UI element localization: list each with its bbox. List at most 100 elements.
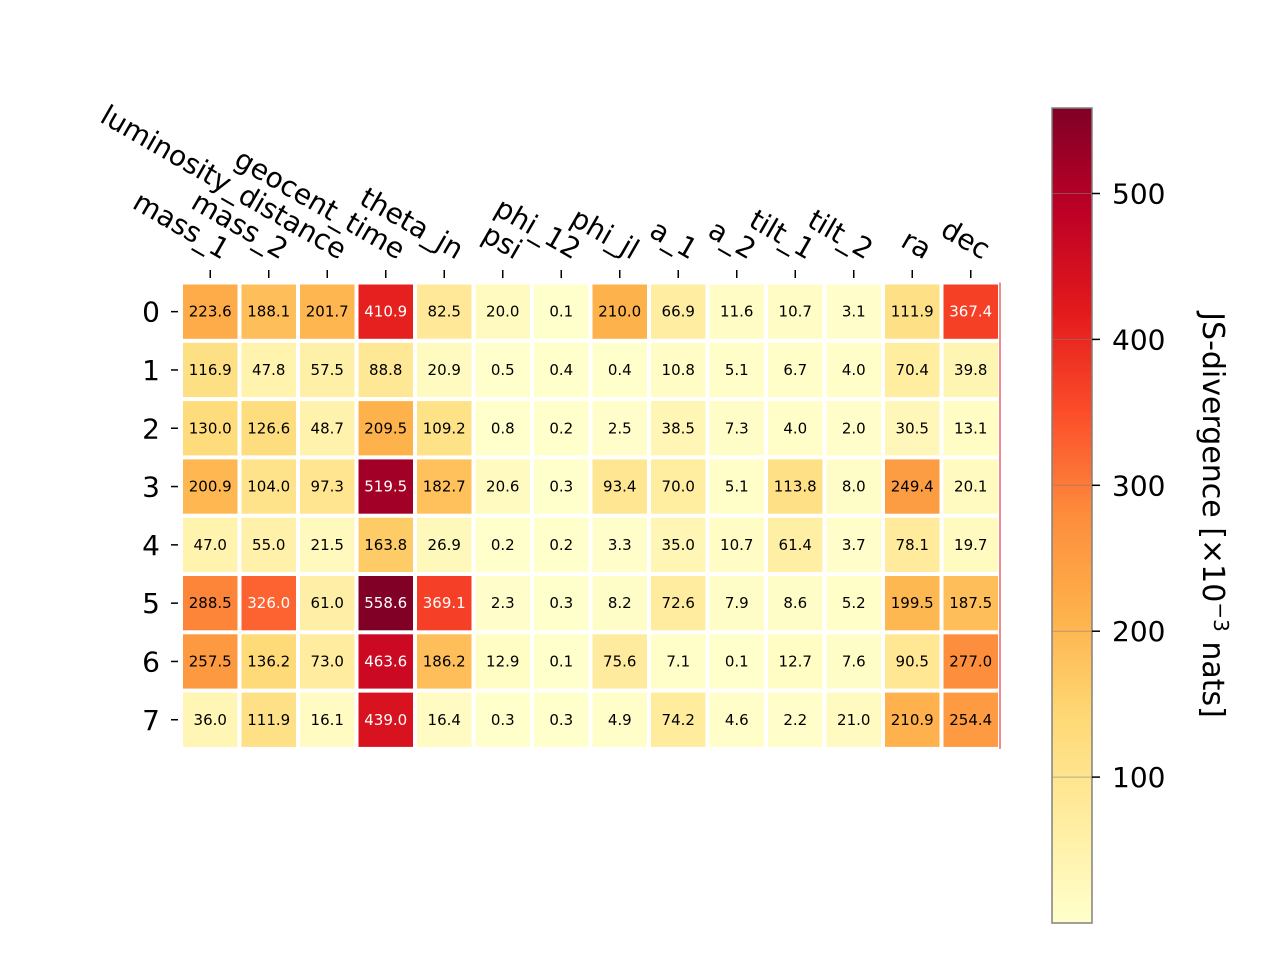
cell-value-label: 0.4 bbox=[549, 361, 573, 379]
heatmap-cell bbox=[183, 576, 238, 631]
heatmap-cell bbox=[358, 692, 413, 747]
heatmap-cell bbox=[417, 517, 472, 572]
heatmap-cell bbox=[885, 284, 940, 339]
cell-value-label: 519.5 bbox=[364, 478, 407, 496]
cell-value-label: 78.1 bbox=[896, 536, 929, 554]
heatmap-cells: 223.6 188.1 201.7 410.9 82.5 20.0 0.1 210.0 66.9… bbox=[183, 282, 1001, 749]
heatmap-cell bbox=[651, 576, 706, 631]
heatmap-cell bbox=[943, 576, 998, 631]
heatmap-cell bbox=[709, 692, 764, 747]
heatmap-cell bbox=[417, 576, 472, 631]
heatmap-cell bbox=[943, 517, 998, 572]
heatmap-cell bbox=[768, 401, 823, 456]
cell-value-label: 0.1 bbox=[725, 652, 749, 670]
heatmap-cell bbox=[241, 459, 296, 514]
heatmap-cell bbox=[300, 517, 355, 572]
cell-value-label: 20.9 bbox=[428, 361, 461, 379]
cell-value-label: 5.1 bbox=[725, 361, 749, 379]
cell-value-label: 5.1 bbox=[725, 478, 749, 496]
cell-value-label: 0.2 bbox=[491, 536, 515, 554]
cell-value-label: 0.5 bbox=[491, 361, 515, 379]
cell-value-label: 249.4 bbox=[891, 478, 934, 496]
heatmap-cell bbox=[475, 634, 530, 689]
heatmap-cell bbox=[943, 342, 998, 398]
cell-value-label: 21.5 bbox=[311, 536, 344, 554]
cell-value-label: 0.8 bbox=[491, 419, 515, 437]
heatmap-cell bbox=[534, 517, 589, 572]
colorbar-tick-label: 500 bbox=[1112, 177, 1165, 210]
cell-value-label: 5.2 bbox=[842, 594, 866, 612]
heatmap-cell bbox=[885, 692, 940, 747]
column-label: tilt_2 bbox=[802, 203, 879, 266]
heatmap-cell bbox=[417, 284, 472, 339]
cell-value-label: 2.3 bbox=[491, 594, 515, 612]
cell-value-label: 201.7 bbox=[306, 303, 349, 321]
heatmap-cell bbox=[885, 517, 940, 572]
cell-value-label: 209.5 bbox=[364, 419, 407, 437]
heatmap-cell bbox=[300, 342, 355, 398]
heatmap-cell bbox=[300, 459, 355, 514]
heatmap-cell bbox=[709, 634, 764, 689]
cell-value-label: 257.5 bbox=[189, 652, 232, 670]
heatmap-cell bbox=[943, 634, 998, 689]
row-label: 1 bbox=[142, 354, 160, 387]
heatmap-cell bbox=[534, 401, 589, 456]
cell-value-label: 88.8 bbox=[369, 361, 402, 379]
cell-value-label: 2.0 bbox=[842, 419, 866, 437]
cell-value-label: 75.6 bbox=[603, 652, 636, 670]
heatmap-cell bbox=[826, 342, 881, 398]
heatmap-cell bbox=[183, 284, 238, 339]
heatmap-cell bbox=[358, 342, 413, 398]
heatmap-cell bbox=[768, 692, 823, 747]
heatmap-cell bbox=[183, 692, 238, 747]
row-label: 4 bbox=[142, 529, 160, 562]
row-label: 5 bbox=[142, 587, 160, 620]
cell-value-label: 8.2 bbox=[608, 594, 632, 612]
cell-value-label: 200.9 bbox=[189, 478, 232, 496]
heatmap-cell bbox=[475, 284, 530, 339]
colorbar-label-exponent: −3 bbox=[1209, 602, 1233, 631]
cell-value-label: 47.0 bbox=[194, 536, 227, 554]
heatmap-cell bbox=[475, 517, 530, 572]
colorbar-tick-label: 400 bbox=[1112, 323, 1165, 356]
heatmap-cell bbox=[592, 576, 647, 631]
cell-value-label: 326.0 bbox=[247, 594, 290, 612]
cell-value-label: 113.8 bbox=[774, 478, 817, 496]
cell-value-label: 39.8 bbox=[954, 361, 987, 379]
heatmap-cell bbox=[768, 576, 823, 631]
cell-value-label: 12.9 bbox=[486, 652, 519, 670]
cell-value-label: 210.0 bbox=[598, 303, 641, 321]
heatmap-cell bbox=[943, 692, 998, 747]
cell-value-label: 4.0 bbox=[842, 361, 866, 379]
heatmap-cell bbox=[475, 342, 530, 398]
cell-value-label: 111.9 bbox=[891, 303, 934, 321]
cell-value-label: 0.3 bbox=[491, 711, 515, 729]
cell-value-label: 4.6 bbox=[725, 711, 749, 729]
heatmap-cell bbox=[826, 401, 881, 456]
cell-value-label: 288.5 bbox=[189, 594, 232, 612]
heatmap-cell bbox=[885, 634, 940, 689]
heatmap-cell bbox=[592, 634, 647, 689]
colorbar-label-main: JS-divergence [×10 bbox=[1195, 310, 1230, 602]
cell-value-label: 10.7 bbox=[720, 536, 753, 554]
heatmap-cell bbox=[475, 459, 530, 514]
colorbar-tick-label: 300 bbox=[1112, 469, 1165, 502]
cell-value-label: 55.0 bbox=[252, 536, 285, 554]
cell-value-label: 277.0 bbox=[949, 652, 992, 670]
cell-value-label: 20.1 bbox=[954, 478, 987, 496]
cell-value-label: 4.0 bbox=[783, 419, 807, 437]
cell-value-label: 4.9 bbox=[608, 711, 632, 729]
cell-value-label: 210.9 bbox=[891, 711, 934, 729]
cell-value-label: 20.0 bbox=[486, 303, 519, 321]
cell-value-label: 61.4 bbox=[779, 536, 812, 554]
cell-value-label: 12.7 bbox=[779, 652, 812, 670]
cell-value-label: 182.7 bbox=[423, 478, 466, 496]
column-label: ra bbox=[896, 223, 937, 266]
column-label: phi_jl bbox=[565, 201, 645, 266]
heatmap-cell bbox=[651, 342, 706, 398]
heatmap-cell bbox=[709, 517, 764, 572]
heatmap-cell bbox=[885, 401, 940, 456]
cell-value-label: 82.5 bbox=[428, 303, 461, 321]
cell-value-label: 74.2 bbox=[662, 711, 695, 729]
